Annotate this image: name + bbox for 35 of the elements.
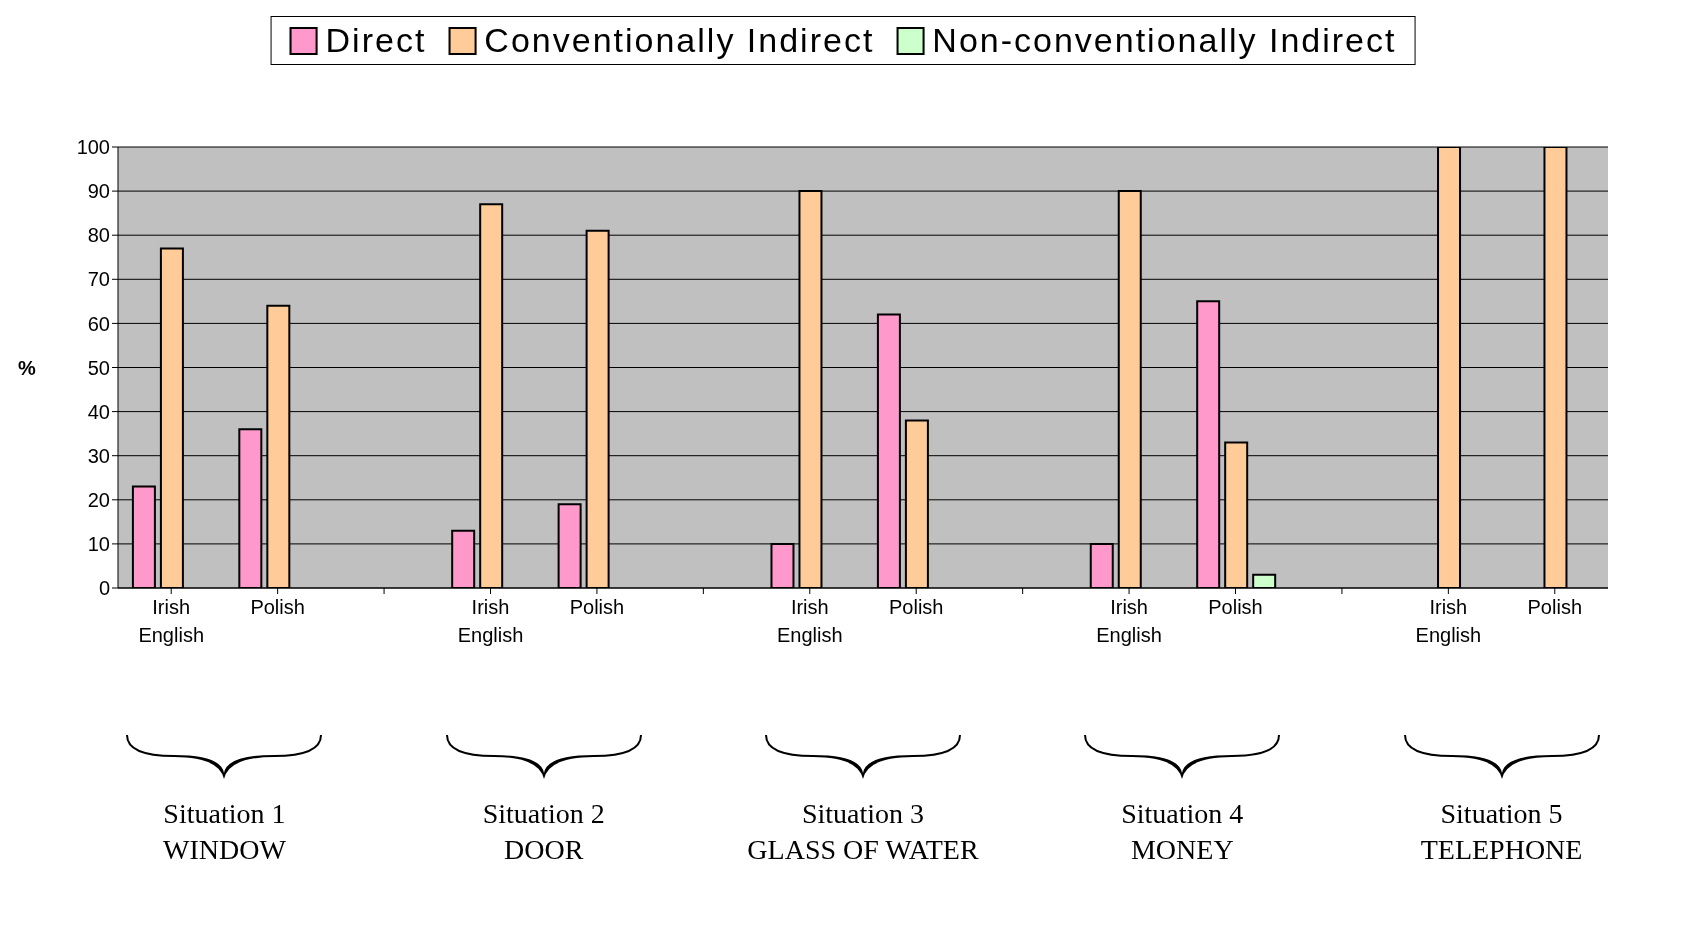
y-axis-title: % — [18, 356, 36, 379]
x-tick-label: Polish — [1208, 596, 1263, 618]
text: WINDOW — [162, 833, 287, 867]
x-tick-label: Polish — [569, 596, 625, 618]
x-tick-label: Irish English — [1096, 596, 1162, 646]
x-tick-label: Polish — [250, 596, 305, 618]
text: TELEPHONE — [1419, 833, 1584, 867]
y-tick-label: 80 — [87, 224, 110, 247]
x-tick-label: Irish English — [776, 596, 843, 646]
text: Situation 2 — [481, 797, 606, 831]
text: GLASS OF WATER — [746, 833, 980, 867]
x-tick-label: Irish English — [457, 596, 524, 646]
y-tick-label: 60 — [87, 312, 110, 335]
y-tick-label: 30 — [87, 444, 110, 467]
y-tick-label: 90 — [87, 180, 110, 203]
x-tick-label: Irish English — [138, 596, 205, 646]
text: DOOR — [503, 833, 585, 867]
legend-label: Direct — [325, 21, 427, 60]
y-tick-label: 10 — [87, 533, 110, 555]
y-tick-label: 50 — [87, 356, 110, 379]
text: MONEY — [1129, 833, 1235, 867]
y-tick-label: 70 — [87, 268, 110, 291]
text: Situation 5 — [1439, 797, 1564, 831]
x-tick-label: Irish English — [1415, 596, 1482, 646]
y-tick-label: 40 — [87, 400, 110, 423]
text: Situation 3 — [800, 797, 926, 831]
y-tick-label: 100 — [76, 136, 110, 159]
x-tick-label: Polish — [1527, 596, 1583, 618]
text: Situation 4 — [1120, 797, 1245, 831]
legend-label: Non-conventionally Indirect — [932, 21, 1397, 60]
y-tick-label: 0 — [98, 577, 110, 600]
y-tick-label: 20 — [87, 488, 110, 511]
legend-label: Conventionally Indirect — [484, 21, 875, 60]
text: Situation 1 — [162, 797, 287, 831]
x-tick-label: Polish — [888, 596, 944, 618]
